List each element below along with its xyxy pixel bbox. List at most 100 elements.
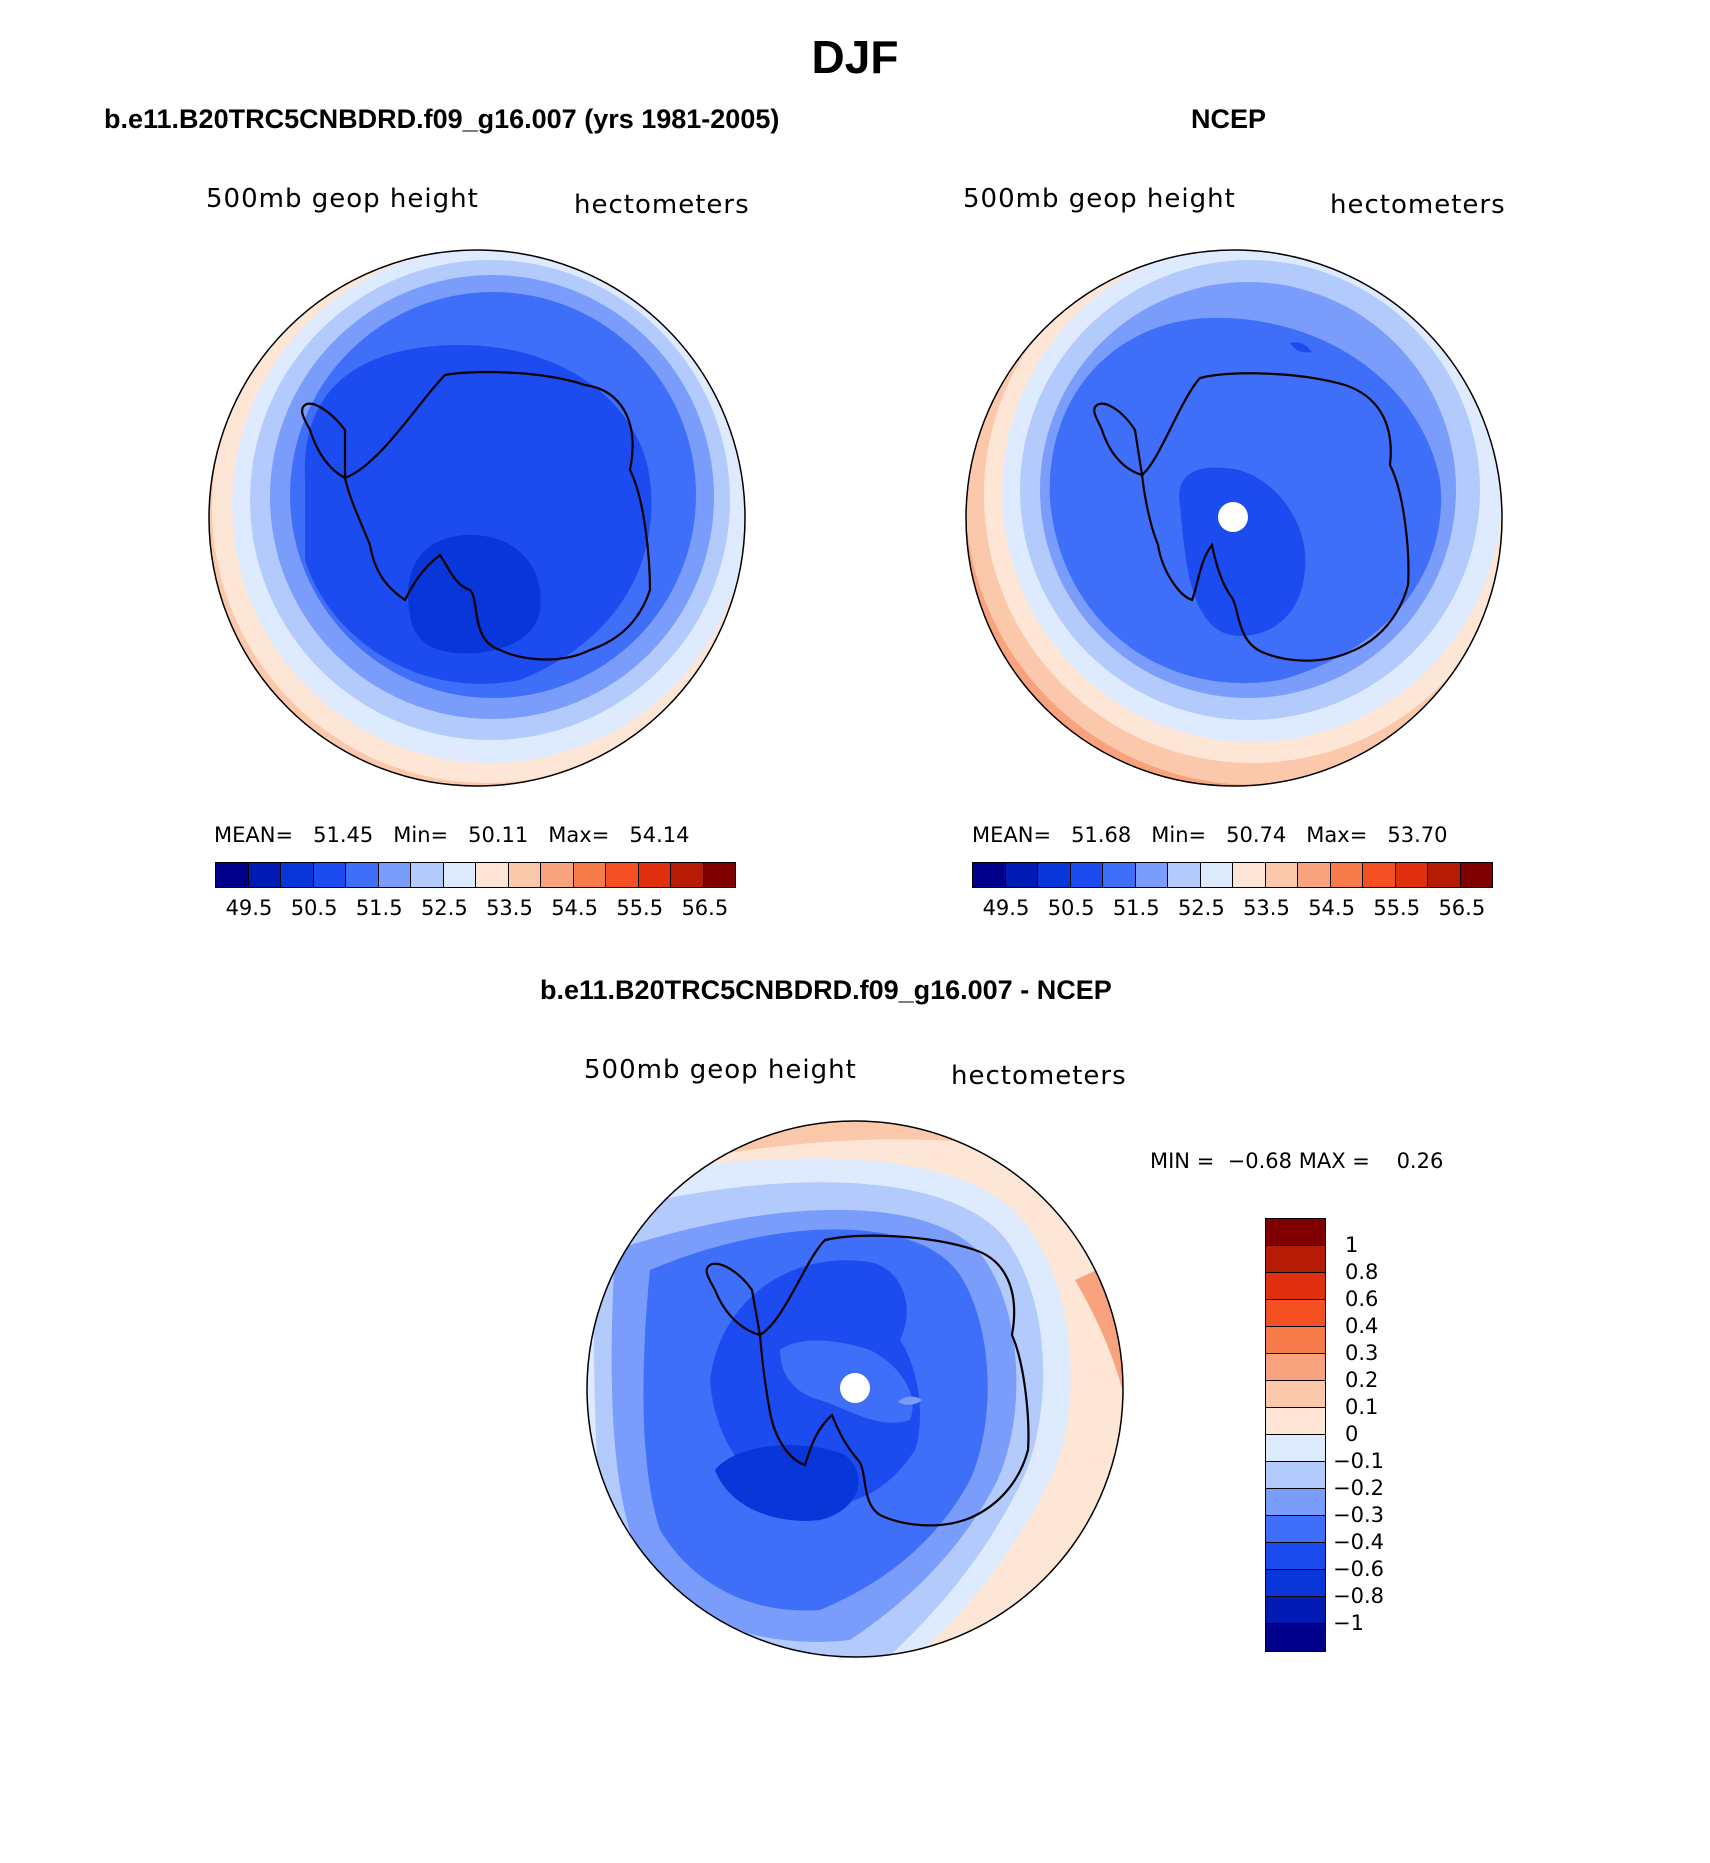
colorbar-swatch	[508, 863, 541, 887]
colorbar-tick-label: 52.5	[420, 896, 468, 920]
colorbar-swatch	[1266, 1489, 1325, 1516]
model-variable-label: 500mb geop height	[206, 184, 479, 214]
obs-colorbar	[972, 862, 1493, 888]
diff-colorbar	[1265, 1218, 1326, 1652]
diff-variable-label: 500mb geop height	[584, 1055, 857, 1085]
colorbar-swatch	[1266, 1219, 1325, 1246]
colorbar-swatch	[1168, 863, 1201, 887]
colorbar-tick-label: 53.5	[486, 896, 533, 920]
colorbar-tick-label: −0.8	[1333, 1584, 1384, 1608]
colorbar-swatch	[541, 863, 574, 887]
colorbar-tick-label: −0.2	[1333, 1476, 1384, 1500]
colorbar-swatch	[248, 863, 281, 887]
colorbar-swatch	[573, 863, 606, 887]
colorbar-swatch	[1266, 1516, 1325, 1543]
colorbar-tick-label: 55.5	[1373, 896, 1421, 920]
colorbar-swatch	[1266, 1327, 1325, 1354]
colorbar-swatch	[1266, 1273, 1325, 1300]
colorbar-swatch	[606, 863, 639, 887]
colorbar-swatch	[1038, 863, 1071, 887]
colorbar-swatch	[476, 863, 509, 887]
colorbar-swatch	[411, 863, 444, 887]
colorbar-swatch	[1070, 863, 1103, 887]
colorbar-swatch	[1460, 863, 1492, 887]
colorbar-swatch	[1266, 1597, 1325, 1624]
model-min-label: Min=	[393, 823, 449, 847]
obs-mean-label: MEAN=	[972, 823, 1052, 847]
colorbar-swatch	[1266, 1300, 1325, 1327]
colorbar-tick-label: 56.5	[1438, 896, 1486, 920]
colorbar-swatch	[1266, 1354, 1325, 1381]
diff-min-value: −0.68	[1227, 1149, 1293, 1173]
colorbar-tick-label: −0.1	[1333, 1449, 1384, 1473]
colorbar-tick-label: −0.6	[1333, 1557, 1384, 1581]
colorbar-tick-label: 0.6	[1345, 1287, 1379, 1311]
colorbar-swatch	[1005, 863, 1038, 887]
model-max-value: 54.14	[629, 823, 690, 847]
colorbar-tick-label: −0.4	[1333, 1530, 1384, 1554]
figure-title: DJF	[811, 31, 899, 83]
diff-max-label: MAX =	[1298, 1149, 1370, 1173]
colorbar-swatch	[973, 863, 1006, 887]
diff-min-label: MIN =	[1150, 1149, 1215, 1173]
model-stats: MEAN= 51.45 Min= 50.11 Max= 54.14	[214, 823, 689, 847]
colorbar-swatch	[1266, 1570, 1325, 1597]
colorbar-swatch	[443, 863, 476, 887]
obs-max-value: 53.70	[1387, 823, 1448, 847]
colorbar-tick-label: −1	[1333, 1611, 1364, 1635]
colorbar-swatch	[1135, 863, 1168, 887]
colorbar-swatch	[638, 863, 671, 887]
diff-stats: MIN = −0.68 MAX = 0.26	[1150, 1149, 1443, 1173]
colorbar-swatch	[1266, 1381, 1325, 1408]
colorbar-tick-label: 49.5	[982, 896, 1030, 920]
colorbar-tick-label: 1	[1345, 1233, 1359, 1257]
colorbar-tick-label: 0.8	[1345, 1260, 1379, 1284]
obs-stats: MEAN= 51.68 Min= 50.74 Max= 53.70	[972, 823, 1447, 847]
colorbar-tick-label: 55.5	[616, 896, 664, 920]
colorbar-tick-label: 50.5	[1047, 896, 1095, 920]
colorbar-swatch	[1266, 1462, 1325, 1489]
colorbar-swatch	[1266, 1543, 1325, 1570]
colorbar-tick-label: 0	[1345, 1422, 1359, 1446]
colorbar-swatch	[1266, 1246, 1325, 1273]
colorbar-swatch	[378, 863, 411, 887]
colorbar-tick-label: 53.5	[1243, 896, 1290, 920]
obs-variable-label: 500mb geop height	[963, 184, 1236, 214]
colorbar-tick-label: 0.1	[1345, 1395, 1379, 1419]
colorbar-tick-label: 52.5	[1177, 896, 1225, 920]
model-min-value: 50.11	[468, 823, 529, 847]
colorbar-swatch	[1266, 1624, 1325, 1651]
obs-mean-value: 51.68	[1071, 823, 1132, 847]
obs-colorbar-labels: 49.5 50.5 51.5 52.5 53.5 54.5 55.5 56.5	[972, 896, 1493, 922]
colorbar-tick-label: 0.4	[1345, 1314, 1379, 1338]
colorbar-swatch	[1266, 1408, 1325, 1435]
colorbar-swatch	[1298, 863, 1331, 887]
diff-units-label: hectometers	[951, 1061, 1127, 1091]
colorbar-swatch	[1428, 863, 1461, 887]
diff-max-value: 0.26	[1396, 1149, 1444, 1173]
diff-colorbar-labels: 1 0.8 0.6 0.4 0.3 0.2 0.1 0 −0.1 −0.2 −0.3 −0.4 −0.6…	[1333, 1218, 1423, 1650]
colorbar-swatch	[1266, 1435, 1325, 1462]
colorbar-tick-label: 56.5	[681, 896, 729, 920]
model-mean-label: MEAN=	[214, 823, 294, 847]
colorbar-swatch	[346, 863, 379, 887]
colorbar-swatch	[281, 863, 314, 887]
model-colorbar-labels: 49.5 50.5 51.5 52.5 53.5 54.5 55.5 56.5	[215, 896, 736, 922]
obs-min-label: Min=	[1151, 823, 1207, 847]
colorbar-tick-label: 54.5	[1308, 896, 1355, 920]
model-max-label: Max=	[548, 823, 610, 847]
colorbar-swatch	[1395, 863, 1428, 887]
colorbar-swatch	[1200, 863, 1233, 887]
obs-max-label: Max=	[1306, 823, 1368, 847]
colorbar-tick-label: 51.5	[355, 896, 403, 920]
colorbar-swatch	[1363, 863, 1396, 887]
colorbar-swatch	[216, 863, 249, 887]
colorbar-swatch	[1330, 863, 1363, 887]
colorbar-swatch	[1233, 863, 1266, 887]
obs-min-value: 50.74	[1226, 823, 1287, 847]
model-panel-title: b.e11.B20TRC5CNBDRD.f09_g16.007 (yrs 198…	[104, 104, 780, 134]
model-units-label: hectometers	[574, 190, 750, 220]
